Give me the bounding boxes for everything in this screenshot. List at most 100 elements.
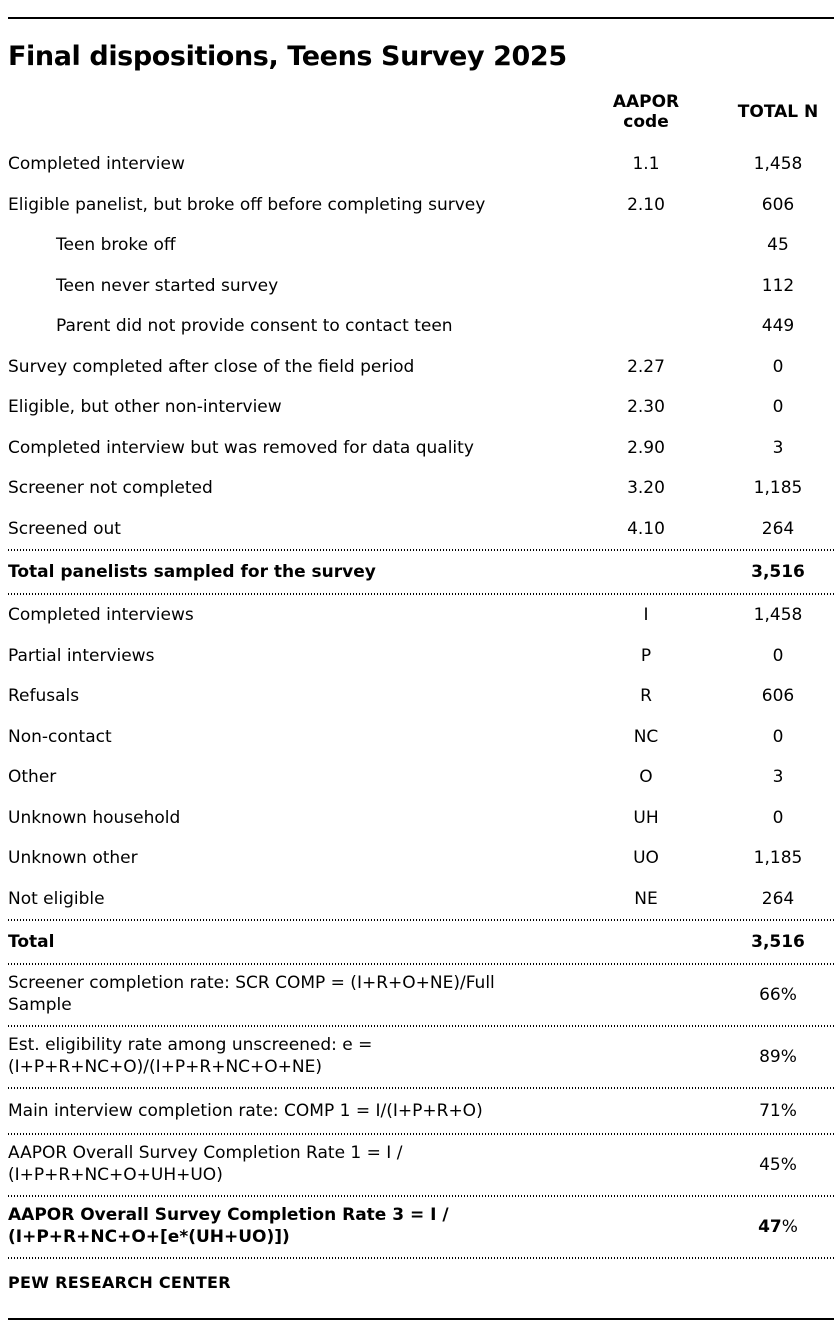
row-label: Screened out xyxy=(8,518,121,539)
row-value: 3,516 xyxy=(751,932,805,952)
row-value: 1,185 xyxy=(753,478,803,499)
table-row-total: Total 3,516 xyxy=(8,921,834,963)
table-row: Unknown other UO 1,185 xyxy=(8,838,834,879)
row-code: P xyxy=(640,645,652,666)
row-value: 264 xyxy=(761,888,795,909)
row-value: 66% xyxy=(759,985,797,1005)
row-label-line2: (I+P+R+NC+O)/(I+P+R+NC+O+NE) xyxy=(8,1057,323,1077)
table-row: Other O 3 xyxy=(8,757,834,798)
table-row: Non-contact NC 0 xyxy=(8,717,834,758)
row-code: UH xyxy=(633,807,659,828)
table-row: Eligible panelist, but broke off before … xyxy=(8,185,834,226)
row-code: 2.30 xyxy=(627,397,665,418)
row-label: Total panelists sampled for the survey xyxy=(8,562,376,582)
row-code: 3.20 xyxy=(627,478,665,499)
row-code: 2.90 xyxy=(627,437,665,458)
table-row-aapor-rate-1: AAPOR Overall Survey Completion Rate 1 =… xyxy=(8,1135,834,1195)
row-value: 47% xyxy=(722,1217,834,1237)
table-row-total-sampled: Total panelists sampled for the survey 3… xyxy=(8,551,834,593)
column-header-aapor-code: AAPOR code xyxy=(612,92,680,132)
row-label: AAPOR Overall Survey Completion Rate 1 =… xyxy=(8,1143,570,1187)
row-value: 0 xyxy=(772,726,784,747)
row-value: 264 xyxy=(761,518,795,539)
row-value: 71% xyxy=(759,1101,797,1121)
table-row: Eligible, but other non-interview 2.30 0 xyxy=(8,387,834,428)
table-header: AAPOR code TOTAL N xyxy=(8,88,834,138)
page-title: Final dispositions, Teens Survey 2025 xyxy=(8,41,567,72)
row-label: Eligible panelist, but broke off before … xyxy=(8,194,486,215)
row-value: 3 xyxy=(772,437,784,458)
row-label-line1: Screener completion rate: SCR COMP = (I+… xyxy=(8,973,495,994)
row-label: Screener completion rate: SCR COMP = (I+… xyxy=(8,973,570,1017)
row-value: 606 xyxy=(761,194,795,215)
table-row: Completed interviews I 1,458 xyxy=(8,595,834,636)
dotted-divider xyxy=(8,549,834,551)
table-row: Screened out 4.10 264 xyxy=(8,509,834,550)
row-label-line2: Sample xyxy=(8,995,72,1015)
table-row: Completed interview but was removed for … xyxy=(8,428,834,469)
dotted-divider xyxy=(8,963,834,965)
row-label: Parent did not provide consent to contac… xyxy=(56,316,453,337)
dotted-divider xyxy=(8,919,834,921)
row-label: Completed interview but was removed for … xyxy=(8,437,474,458)
row-label: Non-contact xyxy=(8,726,112,747)
row-label: Main interview completion rate: COMP 1 =… xyxy=(8,1101,483,1121)
row-value: 112 xyxy=(761,275,795,296)
row-code: O xyxy=(639,767,653,788)
row-label-line2: (I+P+R+NC+O+UH+UO) xyxy=(8,1165,223,1185)
row-label: Refusals xyxy=(8,686,80,707)
source-label: PEW RESEARCH CENTER xyxy=(8,1273,231,1292)
bottom-rule xyxy=(8,1318,834,1320)
table-row: Not eligible NE 264 xyxy=(8,879,834,920)
row-code: UO xyxy=(633,848,659,869)
row-value: 1,458 xyxy=(753,605,803,626)
table-row: Parent did not provide consent to contac… xyxy=(8,306,834,347)
row-label-line1: AAPOR Overall Survey Completion Rate 3 =… xyxy=(8,1205,449,1226)
table-row: Partial interviews P 0 xyxy=(8,636,834,677)
row-code: I xyxy=(643,605,649,626)
row-label: Other xyxy=(8,767,57,788)
top-rule xyxy=(8,17,834,19)
table-row-screener-completion-rate: Screener completion rate: SCR COMP = (I+… xyxy=(8,965,834,1025)
table-row: Survey completed after close of the fiel… xyxy=(8,347,834,388)
row-value: 1,458 xyxy=(753,154,803,175)
row-label: Survey completed after close of the fiel… xyxy=(8,356,415,377)
table-row: Completed interview 1.1 1,458 xyxy=(8,144,834,185)
row-value: 1,185 xyxy=(753,848,803,869)
row-value: 0 xyxy=(772,807,784,828)
row-label: Completed interviews xyxy=(8,605,194,626)
row-value: 0 xyxy=(772,356,784,377)
row-value: 449 xyxy=(761,316,795,337)
row-code: R xyxy=(640,686,652,707)
dotted-divider xyxy=(8,1133,834,1135)
row-label: Eligible, but other non-interview xyxy=(8,397,282,418)
row-label: AAPOR Overall Survey Completion Rate 3 =… xyxy=(8,1205,570,1249)
row-value: 0 xyxy=(772,645,784,666)
row-code: 1.1 xyxy=(632,154,660,175)
row-code: 4.10 xyxy=(627,518,665,539)
dotted-divider xyxy=(8,593,834,595)
row-value: 3,516 xyxy=(751,562,805,582)
row-label-line1: Est. eligibility rate among unscreened: … xyxy=(8,1035,373,1056)
dotted-divider xyxy=(8,1257,834,1259)
row-label: Screener not completed xyxy=(8,478,213,499)
row-label: Total xyxy=(8,932,55,952)
table-row: Screener not completed 3.20 1,185 xyxy=(8,468,834,509)
rate-value: 47 xyxy=(758,1217,782,1237)
table-row: Teen never started survey 112 xyxy=(8,266,834,307)
column-header-total-n: TOTAL N xyxy=(737,102,819,123)
table-row-eligibility-rate: Est. eligibility rate among unscreened: … xyxy=(8,1027,834,1087)
row-code: 2.10 xyxy=(627,194,665,215)
dotted-divider xyxy=(8,1195,834,1197)
row-label: Not eligible xyxy=(8,888,105,909)
row-value: 45 xyxy=(767,235,789,256)
row-value: 606 xyxy=(761,686,795,707)
row-value: 45% xyxy=(759,1155,797,1175)
dispositions-table: Completed interview 1.1 1,458 Eligible p… xyxy=(8,144,834,1259)
row-label: Completed interview xyxy=(8,154,185,175)
row-value: 89% xyxy=(759,1047,797,1067)
row-label-line2: (I+P+R+NC+O+[e*(UH+UO)]) xyxy=(8,1227,290,1247)
row-code: NC xyxy=(633,726,659,747)
row-label: Teen never started survey xyxy=(56,275,279,296)
